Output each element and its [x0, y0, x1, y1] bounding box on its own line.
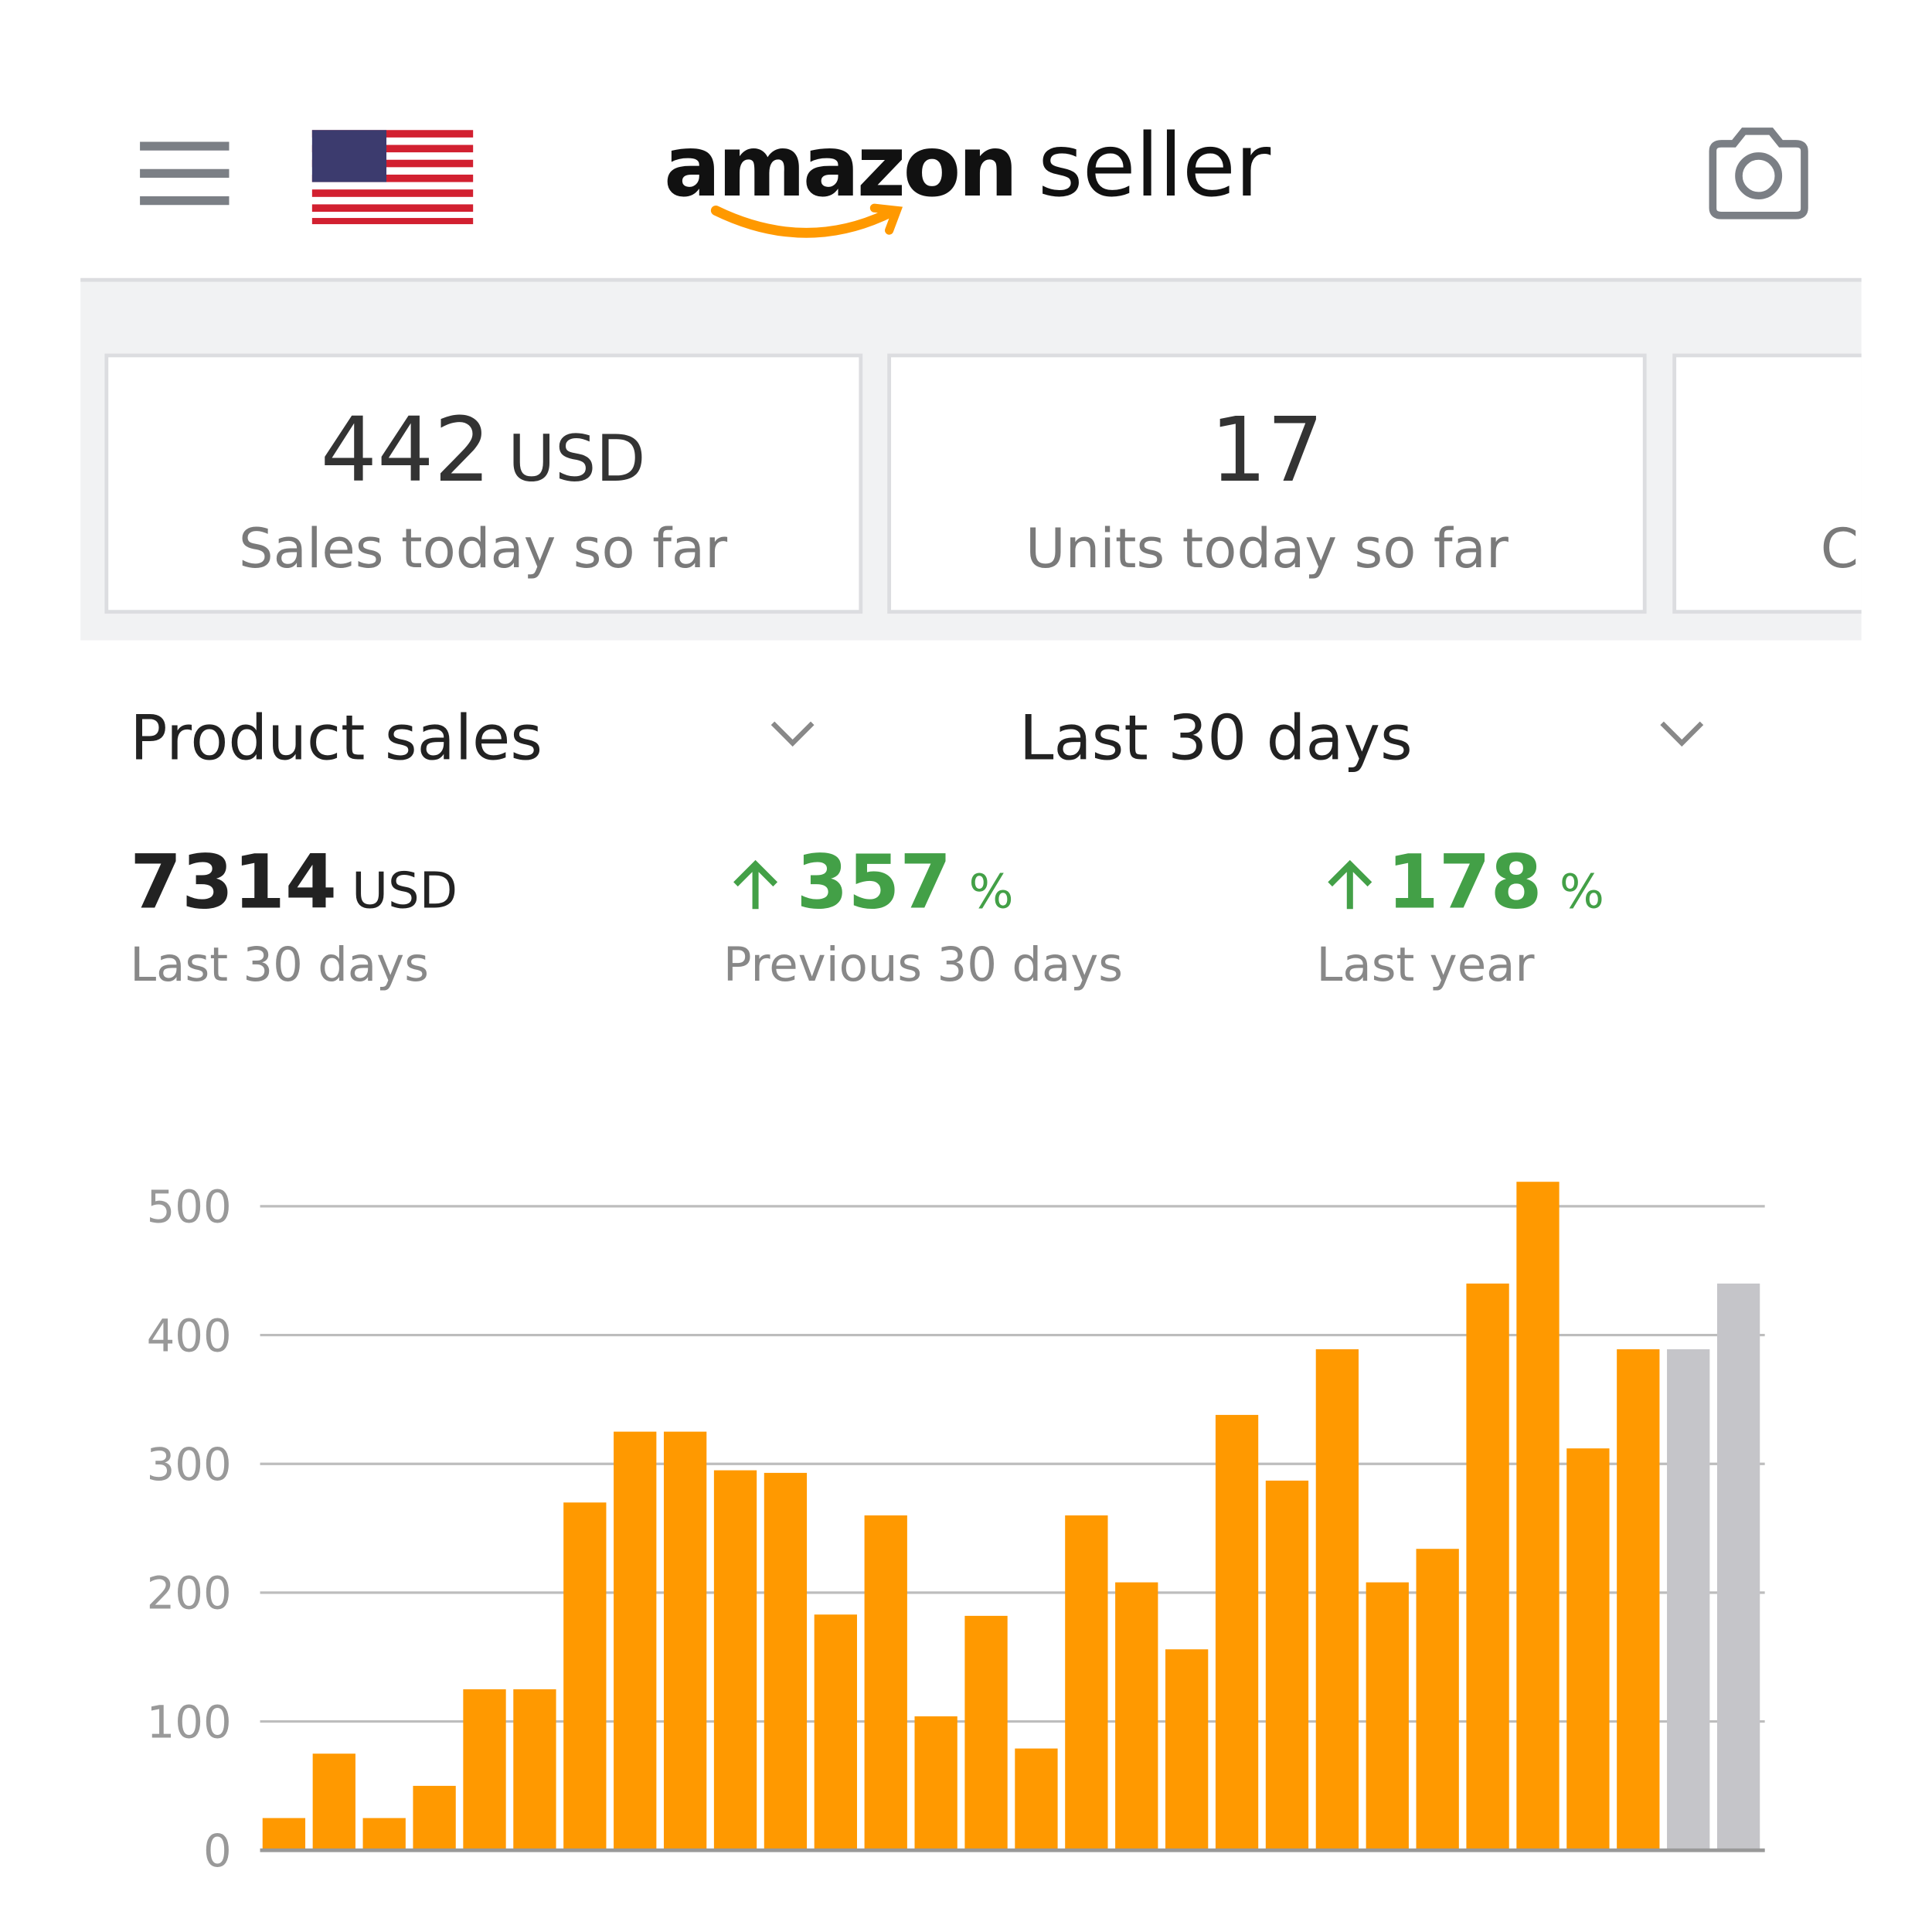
stat-number: 357 — [796, 839, 951, 926]
flag[interactable] — [311, 130, 474, 225]
bar — [1566, 1448, 1610, 1851]
bar — [614, 1431, 657, 1851]
bar — [1516, 1182, 1560, 1851]
bar — [1065, 1515, 1108, 1851]
stat-number: 7314 — [130, 839, 337, 926]
card-unit: USD — [508, 421, 645, 496]
logo-arrow — [869, 203, 903, 235]
bar — [1667, 1349, 1710, 1851]
logo-suffix: seller — [1038, 116, 1271, 216]
stat-label: Last 30 days — [130, 937, 429, 992]
bar — [814, 1614, 857, 1851]
chevron[interactable] — [770, 721, 815, 747]
stat-value: 357% — [796, 839, 1013, 926]
bar — [1416, 1549, 1459, 1851]
chart: 0 100 200 300 400 500 — [147, 1181, 1765, 1877]
bar — [413, 1785, 456, 1851]
card[interactable] — [887, 353, 1647, 614]
card-label: C — [1821, 517, 1859, 580]
stat-number: 178 — [1387, 839, 1543, 926]
card[interactable] — [1672, 353, 1923, 614]
bar — [1015, 1748, 1058, 1851]
card-value: 442 USD — [321, 399, 646, 502]
bar — [563, 1502, 607, 1851]
y-tick-label: 300 — [147, 1438, 232, 1491]
bar — [764, 1472, 808, 1851]
bar — [1366, 1582, 1409, 1851]
metric-selector[interactable]: Product sales — [130, 702, 543, 774]
y-tick-label: 500 — [147, 1181, 232, 1233]
logo-smile — [710, 206, 895, 238]
card-number: 17 — [1210, 399, 1324, 502]
bar — [262, 1818, 306, 1851]
bar — [463, 1689, 506, 1851]
stat-value: 7314 USD — [130, 839, 457, 926]
y-tick-label: 200 — [147, 1567, 232, 1620]
logo-brand: amazon — [664, 117, 1018, 216]
bar — [312, 1753, 355, 1851]
bar — [1466, 1283, 1509, 1851]
bar — [362, 1818, 406, 1851]
stat-unit: USD — [352, 863, 457, 920]
period-selector[interactable]: Last 30 days — [1019, 702, 1413, 774]
bar — [1617, 1349, 1660, 1851]
bar — [1165, 1649, 1209, 1851]
up-arrow — [733, 859, 778, 910]
stat-unit: % — [1560, 865, 1604, 920]
menu-button[interactable] — [140, 141, 230, 206]
bar — [1315, 1349, 1359, 1851]
bar — [1215, 1414, 1259, 1851]
bar — [1716, 1283, 1760, 1851]
y-tick-label: 0 — [203, 1825, 232, 1877]
bar — [964, 1615, 1008, 1851]
stat-label: Last year — [1317, 937, 1536, 992]
up-arrow — [1328, 859, 1372, 910]
chevron[interactable] — [1660, 721, 1704, 747]
bar — [1115, 1582, 1158, 1851]
bar — [713, 1470, 757, 1851]
stat-unit: % — [969, 865, 1014, 920]
bar — [914, 1716, 957, 1851]
y-tick-label: 100 — [147, 1696, 232, 1748]
y-tick-label: 400 — [147, 1309, 232, 1362]
stat-label: Previous 30 days — [723, 937, 1123, 992]
card-label: Sales today so far — [239, 517, 727, 580]
camera-button[interactable] — [1709, 128, 1808, 219]
bar — [864, 1515, 907, 1851]
card[interactable] — [104, 353, 863, 614]
bar — [1265, 1480, 1309, 1851]
card-number: 442 — [321, 399, 491, 502]
stat-value: 178% — [1387, 839, 1604, 926]
card-label: Units today so far — [1026, 517, 1509, 580]
bar — [663, 1431, 707, 1851]
bar — [513, 1689, 556, 1851]
